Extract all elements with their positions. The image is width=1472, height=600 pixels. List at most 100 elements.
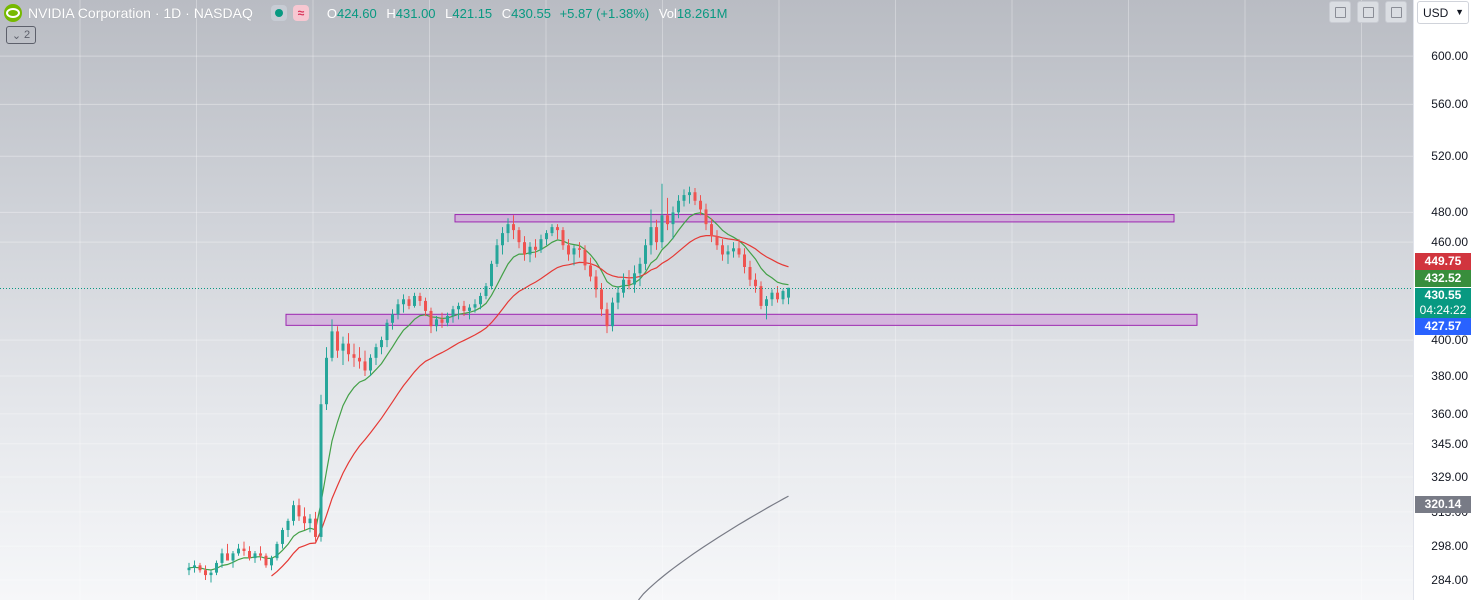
candle <box>248 546 251 561</box>
candle <box>693 187 697 206</box>
candle <box>402 294 405 313</box>
price-tick-label: 480.00 <box>1431 205 1468 220</box>
candle <box>600 282 603 316</box>
window-icon <box>1362 6 1374 18</box>
candle <box>319 394 323 542</box>
candle-body <box>572 248 576 255</box>
candle-body <box>512 224 515 231</box>
open-value: 424.60 <box>336 5 377 21</box>
candle-body <box>622 279 625 293</box>
ma-green-line <box>188 212 789 571</box>
candle-body <box>204 570 207 576</box>
candle-body <box>715 236 719 246</box>
candle-body <box>374 347 378 358</box>
market-status-icon[interactable] <box>270 5 287 21</box>
candle-body <box>638 263 642 274</box>
candle <box>468 304 471 320</box>
candle <box>204 565 207 580</box>
candle <box>545 230 548 246</box>
candle-body <box>451 309 455 316</box>
ma-red-line <box>271 235 789 577</box>
candle <box>253 550 257 563</box>
candle-body <box>666 215 669 225</box>
candle <box>627 270 631 290</box>
window-icon <box>1334 6 1346 18</box>
candle <box>512 215 515 240</box>
candle-body <box>748 266 752 280</box>
candle-body <box>605 309 609 327</box>
price-tick-label: 560.00 <box>1431 97 1468 112</box>
collapse-count: 2 <box>24 29 31 41</box>
candle <box>391 309 394 330</box>
candle <box>517 227 521 249</box>
change-value: +5.87 (+1.38%) <box>559 5 650 21</box>
candle-body <box>528 246 532 255</box>
candle-body <box>264 555 268 566</box>
candle-body <box>688 192 691 196</box>
candle <box>259 546 262 561</box>
price-axis[interactable]: 600.00 560.00 520.00 480.00 460.00 400.00 380.… <box>1413 0 1472 600</box>
candle-body <box>644 245 647 264</box>
candle <box>429 307 433 334</box>
low-label: L <box>445 5 453 21</box>
candle <box>737 239 741 258</box>
candle <box>495 239 499 267</box>
candle <box>506 218 510 243</box>
candle <box>644 239 647 271</box>
chart-toolbar-button-2[interactable] <box>1357 1 1379 23</box>
candle <box>660 183 664 249</box>
candle <box>567 239 570 261</box>
currency-select[interactable]: USD ▼ <box>1417 1 1469 24</box>
candle <box>671 206 675 240</box>
price-tick-label: 400.00 <box>1431 333 1468 348</box>
candle-body <box>237 548 240 554</box>
candle-body <box>462 305 466 311</box>
candle-body <box>413 295 416 306</box>
candle <box>539 234 543 253</box>
candle-body <box>308 518 312 524</box>
candle <box>451 305 455 323</box>
candle-body <box>479 295 482 305</box>
candle <box>649 209 653 255</box>
candle <box>638 257 642 287</box>
candle-body <box>671 212 675 225</box>
price-chart[interactable] <box>0 0 1413 600</box>
candle-body <box>352 354 356 358</box>
open-label: O <box>326 5 337 21</box>
chart-toolbar-button-1[interactable] <box>1329 1 1351 23</box>
candle-body <box>616 292 620 303</box>
last-price-value: 430.55 <box>1424 288 1462 302</box>
candle <box>281 527 284 549</box>
symbol-title[interactable]: NVIDIA Corporation · 1D · NASDAQ <box>28 5 253 21</box>
candle <box>611 297 614 332</box>
candle <box>721 239 724 261</box>
candle-body <box>583 249 587 266</box>
candle-body <box>693 192 697 201</box>
candle-body <box>446 315 449 323</box>
indicator-wave-icon[interactable]: ≈ <box>292 5 309 21</box>
collapse-indicators-button[interactable]: ⌄ 2 <box>6 26 36 44</box>
candle <box>732 242 735 258</box>
candle-body <box>275 543 279 559</box>
candle <box>396 299 400 320</box>
candle <box>754 273 757 293</box>
candle-body <box>429 310 433 327</box>
chart-toolbar-button-3[interactable] <box>1385 1 1407 23</box>
candle-body <box>699 200 702 210</box>
candle-body <box>561 230 565 246</box>
candle <box>407 295 411 310</box>
candle <box>193 560 196 573</box>
candle-body <box>424 300 427 311</box>
candle-body <box>600 289 603 310</box>
candle-body <box>259 553 262 556</box>
candle <box>435 315 438 332</box>
candle <box>781 289 785 305</box>
candle-body <box>726 251 730 255</box>
candle <box>759 281 763 310</box>
plot-area[interactable] <box>0 0 1413 600</box>
candle <box>314 511 317 542</box>
candle-body <box>781 291 785 300</box>
candle <box>710 218 713 243</box>
candle-body <box>495 245 499 264</box>
